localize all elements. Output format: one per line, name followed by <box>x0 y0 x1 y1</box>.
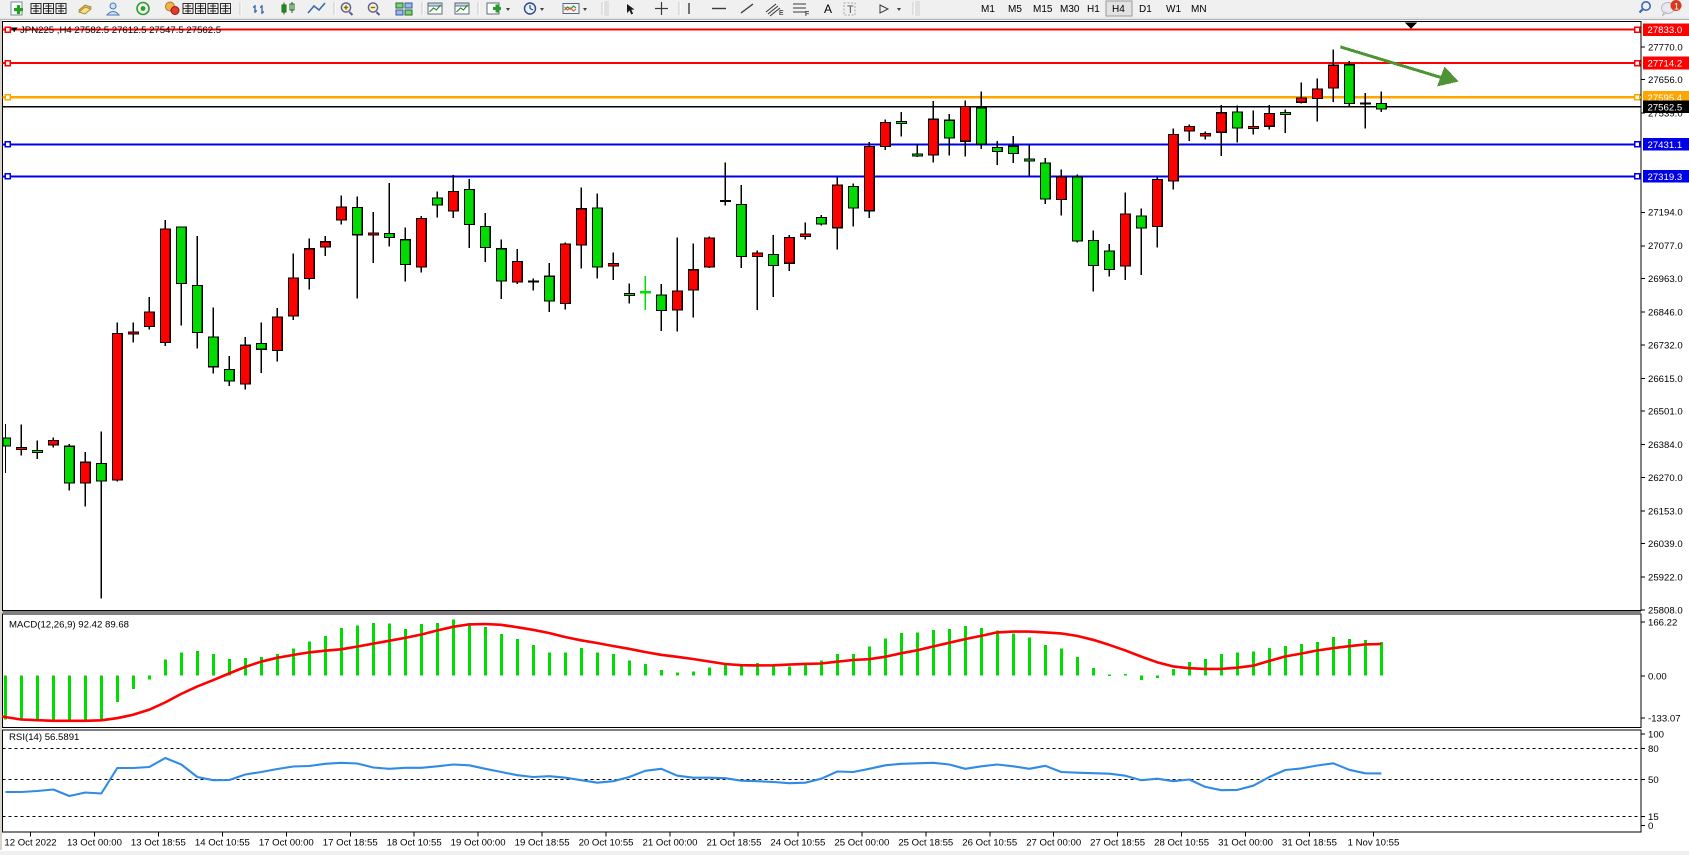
svg-text:F: F <box>805 11 809 18</box>
svg-text:26963.0: 26963.0 <box>1648 274 1683 285</box>
svg-text:27 Oct 18:55: 27 Oct 18:55 <box>1090 838 1145 849</box>
svg-text:0: 0 <box>1648 821 1653 832</box>
svg-text:25922.0: 25922.0 <box>1648 573 1683 584</box>
svg-text:M15: M15 <box>1033 4 1053 15</box>
svg-text:H4: H4 <box>1112 4 1125 15</box>
svg-text:100: 100 <box>1648 730 1664 741</box>
svg-text:18 Oct 10:55: 18 Oct 10:55 <box>387 838 442 849</box>
svg-text:25 Oct 18:55: 25 Oct 18:55 <box>898 838 953 849</box>
svg-text:27770.0: 27770.0 <box>1648 42 1683 53</box>
svg-text:24 Oct 10:55: 24 Oct 10:55 <box>770 838 825 849</box>
svg-text:H1: H1 <box>1087 4 1100 15</box>
svg-text:27431.1: 27431.1 <box>1648 140 1683 151</box>
svg-text:1: 1 <box>1674 2 1679 12</box>
svg-text:MN: MN <box>1191 4 1207 15</box>
svg-text:26615.0: 26615.0 <box>1648 374 1683 385</box>
svg-text:27194.0: 27194.0 <box>1648 208 1683 219</box>
svg-text:13 Oct 00:00: 13 Oct 00:00 <box>67 838 122 849</box>
svg-text:D1: D1 <box>1139 4 1152 15</box>
svg-text:26501.0: 26501.0 <box>1648 407 1683 418</box>
svg-text:26 Oct 10:55: 26 Oct 10:55 <box>962 838 1017 849</box>
svg-text:T: T <box>847 4 854 16</box>
svg-text:27562.5: 27562.5 <box>1648 102 1683 113</box>
svg-text:26270.0: 26270.0 <box>1648 473 1683 484</box>
svg-text:27656.0: 27656.0 <box>1648 75 1683 86</box>
svg-text:26039.0: 26039.0 <box>1648 539 1683 550</box>
svg-text:31 Oct 18:55: 31 Oct 18:55 <box>1282 838 1337 849</box>
svg-text:50: 50 <box>1648 775 1659 786</box>
svg-text:27595.4: 27595.4 <box>1648 93 1683 104</box>
svg-text:26732.0: 26732.0 <box>1648 340 1683 351</box>
svg-text:27833.0: 27833.0 <box>1648 25 1683 36</box>
svg-text:26384.0: 26384.0 <box>1648 440 1683 451</box>
svg-text:0.00: 0.00 <box>1648 671 1667 682</box>
svg-text:19 Oct 00:00: 19 Oct 00:00 <box>451 838 506 849</box>
svg-text:12 Oct 2022: 12 Oct 2022 <box>4 838 56 849</box>
svg-text:M1: M1 <box>981 4 995 15</box>
svg-text:21 Oct 00:00: 21 Oct 00:00 <box>643 838 698 849</box>
svg-text:A: A <box>824 2 832 16</box>
svg-text:27077.0: 27077.0 <box>1648 241 1683 252</box>
svg-text:21 Oct 18:55: 21 Oct 18:55 <box>706 838 761 849</box>
svg-text:M30: M30 <box>1060 4 1080 15</box>
svg-text:-133.07: -133.07 <box>1648 713 1681 724</box>
svg-text:20 Oct 10:55: 20 Oct 10:55 <box>579 838 634 849</box>
svg-text:MACD(12,26,9) 92.42 89.68: MACD(12,26,9) 92.42 89.68 <box>9 620 129 631</box>
svg-text:15: 15 <box>1648 812 1659 823</box>
svg-text:17 Oct 18:55: 17 Oct 18:55 <box>323 838 378 849</box>
svg-text:27319.3: 27319.3 <box>1648 172 1683 183</box>
svg-text:1 Nov 10:55: 1 Nov 10:55 <box>1348 838 1400 849</box>
svg-text:W1: W1 <box>1166 4 1181 15</box>
svg-text:80: 80 <box>1648 744 1659 755</box>
svg-text:JPN225 ,H4 27582.5 27612.5 27: JPN225 ,H4 27582.5 27612.5 27547.5 27562… <box>20 25 221 36</box>
svg-text:26153.0: 26153.0 <box>1648 506 1683 517</box>
svg-text:19 Oct 18:55: 19 Oct 18:55 <box>515 838 570 849</box>
svg-text:31 Oct 00:00: 31 Oct 00:00 <box>1218 838 1273 849</box>
svg-text:14 Oct 10:55: 14 Oct 10:55 <box>195 838 250 849</box>
svg-text:RSI(14) 56.5891: RSI(14) 56.5891 <box>9 732 79 743</box>
svg-text:25 Oct 00:00: 25 Oct 00:00 <box>834 838 889 849</box>
svg-text:166.22: 166.22 <box>1648 617 1677 628</box>
svg-text:E: E <box>779 10 784 17</box>
svg-text:17 Oct 00:00: 17 Oct 00:00 <box>259 838 314 849</box>
svg-text:27714.2: 27714.2 <box>1648 59 1683 70</box>
svg-text:25808.0: 25808.0 <box>1648 605 1683 616</box>
svg-text:27 Oct 00:00: 27 Oct 00:00 <box>1026 838 1081 849</box>
svg-text:28 Oct 10:55: 28 Oct 10:55 <box>1154 838 1209 849</box>
svg-text:26846.0: 26846.0 <box>1648 308 1683 319</box>
svg-text:27539.0: 27539.0 <box>1648 109 1683 120</box>
svg-text:13 Oct 18:55: 13 Oct 18:55 <box>131 838 186 849</box>
svg-text:M5: M5 <box>1008 4 1022 15</box>
